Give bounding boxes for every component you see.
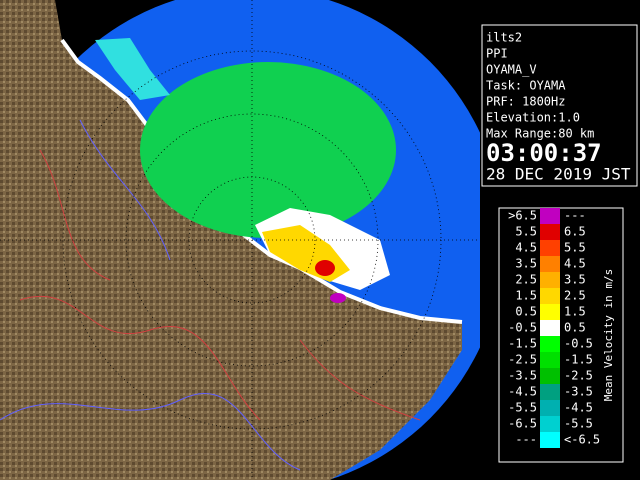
legend-left-label: -4.5 (508, 385, 537, 399)
legend-swatch (540, 384, 560, 400)
info-panel: ilts2 PPI OYAMA_V Task: OYAMA PRF: 1800Hz Ele… (486, 31, 594, 141)
legend-left-label: 0.5 (515, 305, 537, 319)
roads (19, 149, 421, 421)
legend-right-label: -1.5 (564, 353, 593, 367)
legend-left-label: -3.5 (508, 369, 537, 383)
legend-swatch (540, 304, 560, 320)
legend-left-label: -0.5 (508, 321, 537, 335)
legend-right-label: -0.5 (564, 337, 593, 351)
legend-right-label: 6.5 (564, 225, 586, 239)
info-box (481, 24, 638, 187)
info-line: Elevation:1.0 (486, 111, 580, 125)
legend-left-label: 2.5 (515, 273, 537, 287)
legend-right-label: -4.5 (564, 401, 593, 415)
date: 28 DEC 2019 JST (486, 165, 631, 184)
legend-left-label: -2.5 (508, 353, 537, 367)
legend-right-label: 2.5 (564, 289, 586, 303)
legend-right-label: 0.5 (564, 321, 586, 335)
info-line: Max Range:80 km (486, 127, 594, 141)
legend-left-label: --- (515, 433, 537, 447)
info-line: PPI (486, 47, 508, 61)
legend-swatch (540, 352, 560, 368)
info-line: Task: OYAMA (486, 79, 566, 93)
legend-box (498, 207, 624, 463)
echo-green (140, 62, 396, 238)
time: 03:00:37 (486, 139, 602, 167)
legend-left-label: 5.5 (515, 225, 537, 239)
legend-left-label: -5.5 (508, 401, 537, 415)
legend-title: Mean Velocity in m/s (602, 269, 615, 401)
legend-swatch (540, 208, 560, 224)
echo-magenta (330, 293, 346, 303)
legend-right-label: -2.5 (564, 369, 593, 383)
legend-right-label: 5.5 (564, 241, 586, 255)
legend-left-label: -6.5 (508, 417, 537, 431)
legend-right-label: -5.5 (564, 417, 593, 431)
legend-swatch (540, 256, 560, 272)
land (0, 0, 462, 480)
legend-right-label: 3.5 (564, 273, 586, 287)
info-line: OYAMA_V (486, 63, 537, 77)
echo-cyan (95, 38, 170, 100)
legend-swatch (540, 240, 560, 256)
legend-left-label: 1.5 (515, 289, 537, 303)
map (0, 0, 480, 480)
legend-right-label: 4.5 (564, 257, 586, 271)
info-line: ilts2 (486, 31, 522, 45)
info-line: PRF: 1800Hz (486, 95, 565, 109)
legend-left-label: 4.5 (515, 241, 537, 255)
legend-swatch (540, 416, 560, 432)
legend-swatch (540, 272, 560, 288)
legend-right-label: 1.5 (564, 305, 586, 319)
legend-left-label: 3.5 (515, 257, 537, 271)
legend-left-label: >6.5 (508, 209, 537, 223)
legend-left-label: -1.5 (508, 337, 537, 351)
legend-right-label: --- (564, 209, 586, 223)
legend-right-label: -3.5 (564, 385, 593, 399)
legend: >6.5 --- 5.5 6.5 4.5 5.5 3.5 4.5 2.5 3.5 1.5 2.5 0.5… (508, 208, 600, 448)
rivers (0, 119, 301, 471)
range-rings (0, 0, 480, 480)
legend-swatch (540, 224, 560, 240)
legend-swatch (540, 336, 560, 352)
legend-swatch (540, 368, 560, 384)
legend-swatch (540, 288, 560, 304)
legend-right-label: <-6.5 (564, 433, 600, 447)
echo-red (315, 260, 335, 276)
legend-swatch (540, 400, 560, 416)
legend-swatch (540, 320, 560, 336)
legend-swatch (540, 432, 560, 448)
